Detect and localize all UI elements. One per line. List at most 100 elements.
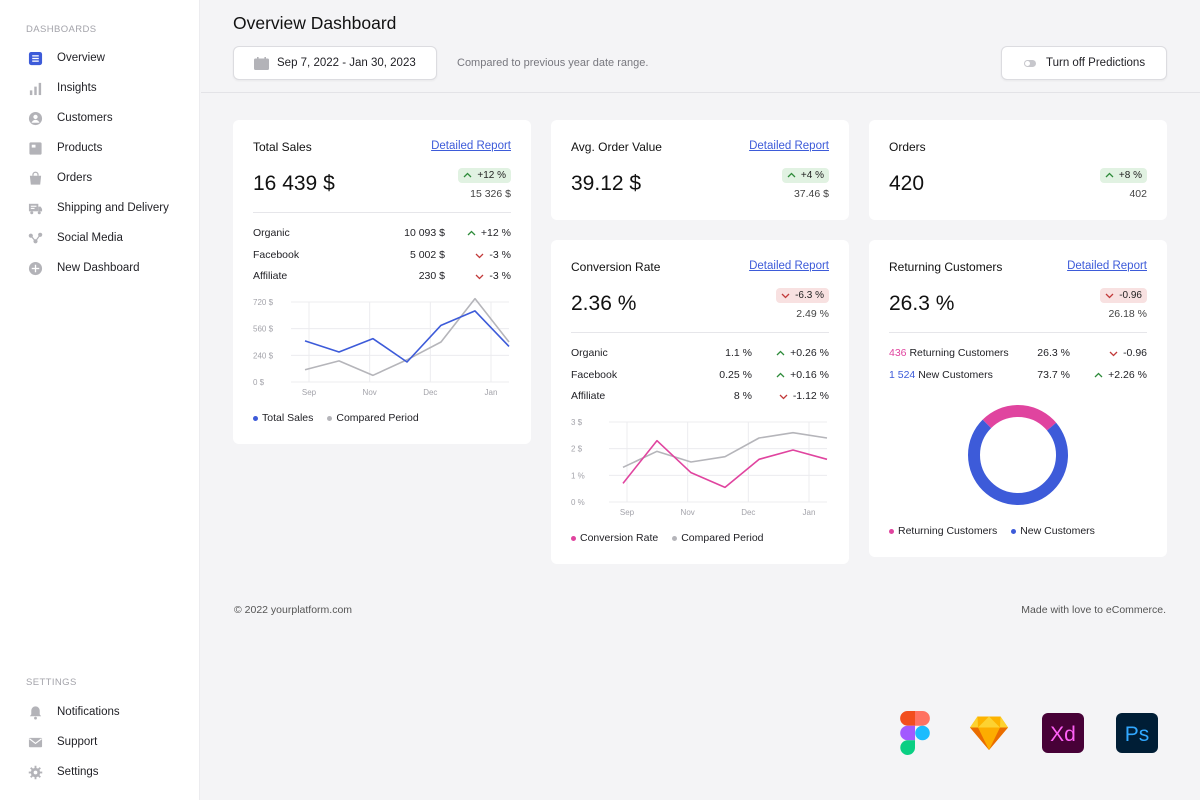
- table-row: 1 524 New Customers 73.7 % +2.26 %: [889, 369, 1147, 383]
- tool-logos: Xd Ps: [894, 711, 1190, 755]
- delta-badge: +12 %: [458, 168, 511, 183]
- chart-legend: Returning Customers New Customers: [889, 525, 1109, 537]
- change-text: +2.26 %: [1108, 369, 1147, 381]
- returning-customers-value: 26.3 %: [889, 292, 955, 315]
- sidebar-item-orders[interactable]: Orders: [0, 163, 200, 193]
- customer-count: 1 524: [889, 369, 916, 381]
- legend-item: Compared Period: [327, 412, 419, 424]
- toggle-icon: [1024, 59, 1036, 67]
- sidebar-item-settings[interactable]: Settings: [0, 757, 200, 787]
- row-value: 8 %: [733, 390, 752, 402]
- row-change: -1.12 %: [779, 390, 829, 402]
- legend-dot: [889, 528, 894, 534]
- settings-nav: Notifications Support Settings: [0, 697, 200, 787]
- legend-dot: [1011, 528, 1017, 534]
- total-sales-card: Total Sales Detailed Report 16 439 $ +12…: [233, 120, 531, 444]
- detailed-report-link[interactable]: Detailed Report: [749, 140, 829, 152]
- x-tick-label: Jan: [485, 388, 498, 397]
- legend-dot: [327, 415, 333, 421]
- row-label: 436 Returning Customers: [889, 347, 1009, 359]
- card-title: Returning Customers: [889, 260, 1003, 274]
- header: Overview Dashboard Sep 7, 2022 - Jan 30,…: [201, 0, 1200, 93]
- row-label: Affiliate: [571, 390, 606, 402]
- detailed-report-link[interactable]: Detailed Report: [749, 260, 829, 272]
- row-change: +2.26 %: [1094, 369, 1147, 381]
- row-label: Facebook: [571, 369, 618, 381]
- card-title: Conversion Rate: [571, 260, 661, 274]
- arrow-down-icon: [1105, 293, 1114, 299]
- previous-value: 26.18 %: [1108, 308, 1147, 320]
- sidebar-item-overview[interactable]: Overview: [0, 43, 200, 73]
- legend-item: Conversion Rate: [571, 532, 658, 544]
- sidebar-item-label: Settings: [57, 766, 99, 778]
- sidebar-item-shipping[interactable]: Shipping and Delivery: [0, 193, 200, 223]
- delta-text: +8 %: [1118, 170, 1142, 181]
- sidebar-item-customers[interactable]: Customers: [0, 103, 200, 133]
- returning-customers-slice: [968, 404, 1068, 505]
- conversion-rate-series-line: [622, 439, 828, 489]
- legend-item: Returning Customers: [889, 525, 997, 537]
- delta-text: -0.96: [1119, 290, 1142, 301]
- sidebar-item-products[interactable]: Products: [0, 133, 200, 163]
- row-label: 1 524 New Customers: [889, 369, 993, 381]
- row-value: 1.1 %: [725, 347, 752, 359]
- xd-label: Xd: [1050, 723, 1076, 746]
- compare-note: Compared to previous year date range.: [457, 57, 649, 69]
- divider: [889, 332, 1147, 333]
- delta-text: +4 %: [800, 170, 824, 181]
- mail-icon: [27, 734, 43, 750]
- sidebar-item-support[interactable]: Support: [0, 727, 200, 757]
- previous-value: 37.46 $: [793, 188, 829, 200]
- table-row: Organic 10 093 $ +12 %: [253, 227, 511, 241]
- legend-item: New Customers: [1011, 525, 1095, 537]
- row-value: 230 $: [418, 270, 445, 282]
- sidebar-item-new-dashboard[interactable]: New Dashboard: [0, 253, 200, 283]
- date-range-button[interactable]: Sep 7, 2022 - Jan 30, 2023: [233, 46, 437, 80]
- delta-badge: -6.3 %: [776, 288, 829, 303]
- calendar-icon: [254, 56, 269, 70]
- sidebar-item-label: Products: [57, 142, 103, 154]
- row-value: 0.25 %: [719, 369, 752, 381]
- detailed-report-link[interactable]: Detailed Report: [431, 140, 511, 152]
- plus-circle-icon: [27, 260, 43, 276]
- page-title: Overview Dashboard: [233, 13, 397, 33]
- card-title: Total Sales: [253, 140, 312, 154]
- total-sales-line-chart: 720 $ 560 $ 240 $ 0 $ Sep Nov Dec Jan: [253, 297, 510, 397]
- sidebar-item-label: Customers: [57, 112, 113, 124]
- conversion-rate-line-chart: 3 $ 2 $ 1 % 0 % Sep Nov Dec Jan: [571, 418, 828, 517]
- sketch-icon: [968, 712, 1010, 754]
- legend-label: Total Sales: [262, 412, 314, 424]
- arrow-up-icon: [776, 350, 785, 355]
- adobe-xd-icon: Xd: [1042, 712, 1084, 754]
- chart-legend: Conversion Rate Compared Period: [571, 532, 778, 544]
- delta-text: +12 %: [477, 170, 506, 181]
- row-value: 10 093 $: [404, 227, 445, 239]
- legend-label: Compared Period: [681, 532, 764, 544]
- sidebar-item-social-media[interactable]: Social Media: [0, 223, 200, 253]
- sidebar-item-label: Shipping and Delivery: [57, 202, 169, 214]
- sidebar-item-insights[interactable]: Insights: [0, 73, 200, 103]
- legend-label: Returning Customers: [898, 525, 998, 537]
- legend-dot: [253, 415, 258, 421]
- arrow-up-icon: [463, 172, 472, 178]
- y-tick-label: 560 $: [253, 325, 274, 334]
- total-sales-series-line: [304, 310, 510, 363]
- row-change: -0.96: [1109, 347, 1147, 359]
- customer-type: New Customers: [918, 369, 993, 381]
- arrow-down-icon: [475, 253, 484, 258]
- table-row: 436 Returning Customers 26.3 % -0.96: [889, 347, 1147, 361]
- table-row: Organic 1.1 % +0.26 %: [571, 347, 829, 361]
- legend-item: Compared Period: [672, 532, 764, 544]
- customer-count: 436: [889, 347, 907, 359]
- sidebar: DASHBOARDS Overview Insights Customers P…: [0, 0, 200, 800]
- detailed-report-link[interactable]: Detailed Report: [1067, 260, 1147, 272]
- row-label: Organic: [253, 227, 290, 239]
- user-icon: [27, 110, 43, 126]
- sidebar-item-label: Overview: [57, 52, 105, 64]
- overview-icon: [27, 50, 43, 66]
- sidebar-item-notifications[interactable]: Notifications: [0, 697, 200, 727]
- change-text: -3 %: [489, 270, 511, 282]
- arrow-up-icon: [467, 230, 476, 235]
- turn-off-predictions-button[interactable]: Turn off Predictions: [1001, 46, 1167, 80]
- table-row: Facebook 5 002 $ -3 %: [253, 249, 511, 263]
